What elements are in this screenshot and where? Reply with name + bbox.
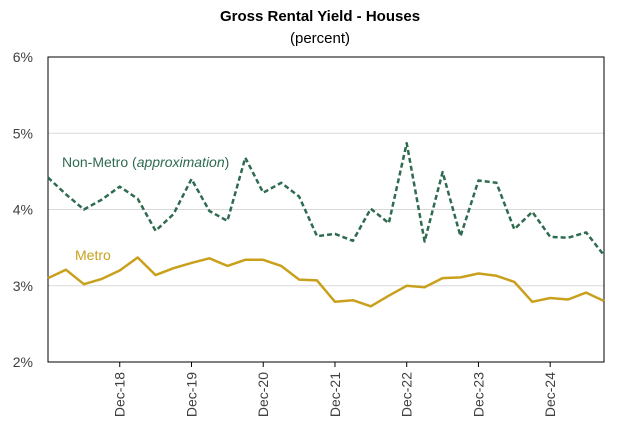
y-tick-label: 3% [13, 278, 33, 294]
metro-label: Metro [75, 247, 111, 263]
y-tick-label: 2% [13, 354, 33, 370]
metro-line [47, 256, 605, 308]
x-tick-label: Dec-19 [183, 372, 199, 417]
y-tick-label: 4% [13, 202, 33, 218]
x-tick-label: Dec-21 [327, 372, 343, 417]
x-tick-label: Dec-22 [399, 372, 415, 417]
x-tick-label: Dec-20 [255, 372, 271, 417]
x-tick-label: Dec-23 [470, 372, 486, 417]
non-metro-label: Non-Metro (approximation) [62, 154, 229, 170]
chart-subtitle: (percent) [289, 30, 351, 47]
y-tick-label: 5% [13, 125, 33, 141]
plot-border [47, 56, 605, 363]
y-tick-label: 6% [13, 49, 33, 65]
x-tick-label: Dec-18 [112, 372, 128, 417]
chart-title: Gross Rental Yield - Houses [219, 8, 421, 25]
x-tick-label: Dec-24 [542, 372, 558, 417]
